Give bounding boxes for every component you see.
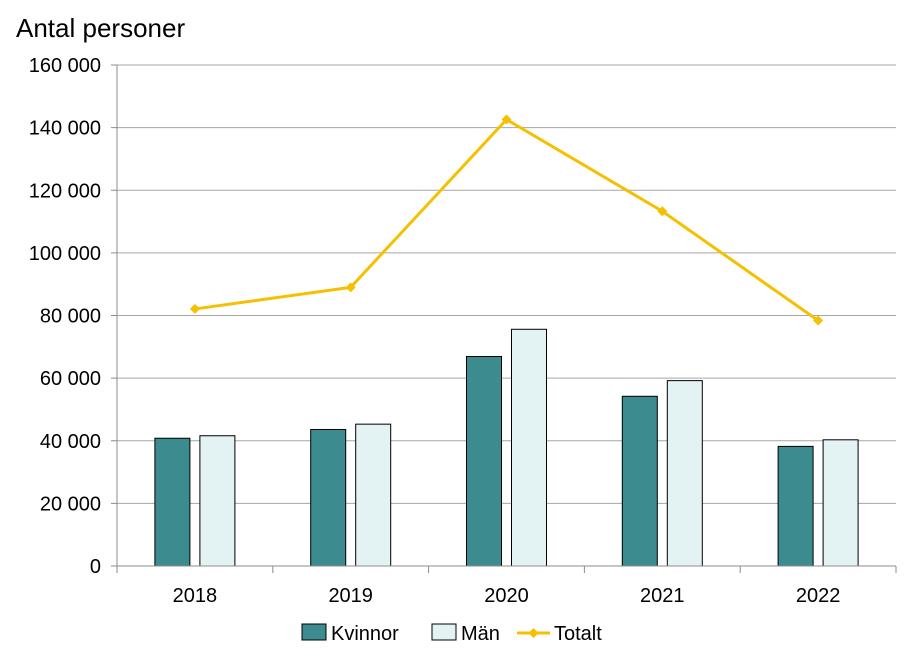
gridlines xyxy=(111,64,896,567)
x-tick-label: 2020 xyxy=(484,585,529,607)
y-tick-label: 140 000 xyxy=(29,118,101,140)
x-tick-label: 2019 xyxy=(328,585,373,607)
chart-title: Antal personer xyxy=(16,13,185,43)
x-axis-tick-labels: 2018 2019 2020 2021 2022 xyxy=(173,585,841,607)
point-totalt-2020 xyxy=(501,114,512,125)
x-tick-label: 2018 xyxy=(173,585,218,607)
bar-män-2018 xyxy=(199,435,236,567)
bar-kvinnor-2022 xyxy=(777,445,814,567)
legend-swatch-män xyxy=(431,623,457,641)
legend: Kvinnor Män Totalt xyxy=(301,623,602,645)
legend-swatch-kvinnor xyxy=(301,623,327,641)
y-tick-label: 100 000 xyxy=(29,243,101,265)
y-tick-label: 20 000 xyxy=(40,493,101,515)
point-totalt-2018 xyxy=(189,303,200,314)
legend-label-män: Män xyxy=(461,623,500,645)
bar-kvinnor-2019 xyxy=(310,428,347,567)
legend-label-kvinnor: Kvinnor xyxy=(331,623,399,645)
y-tick-label: 160 000 xyxy=(29,55,101,77)
bars xyxy=(154,328,859,567)
line-series-totalt xyxy=(194,117,819,322)
bar-män-2022 xyxy=(822,439,859,567)
point-totalt-2019 xyxy=(345,282,356,293)
bar-män-2020 xyxy=(511,328,547,567)
y-tick-label: 80 000 xyxy=(40,306,101,328)
y-tick-label: 0 xyxy=(90,556,101,578)
bar-män-2021 xyxy=(666,380,703,567)
y-tick-label: 120 000 xyxy=(29,180,101,202)
axes xyxy=(116,65,897,573)
point-totalt-2022 xyxy=(813,315,824,326)
y-axis-tick-labels: 0 20 000 40 000 60 000 80 000 100 000 120 000 1… xyxy=(29,55,101,578)
bar-kvinnor-2021 xyxy=(621,395,658,567)
total-line xyxy=(189,114,824,326)
y-tick-label: 40 000 xyxy=(40,431,101,453)
x-tick-label: 2022 xyxy=(796,585,841,607)
legend-label-totalt: Totalt xyxy=(554,623,602,645)
bar-män-2019 xyxy=(355,423,392,567)
bar-kvinnor-2020 xyxy=(466,356,502,567)
legend-marker-totalt xyxy=(528,628,539,638)
bar-kvinnor-2018 xyxy=(154,437,191,567)
y-tick-label: 60 000 xyxy=(40,368,101,390)
x-tick-label: 2021 xyxy=(640,585,685,607)
point-totalt-2021 xyxy=(657,206,668,217)
